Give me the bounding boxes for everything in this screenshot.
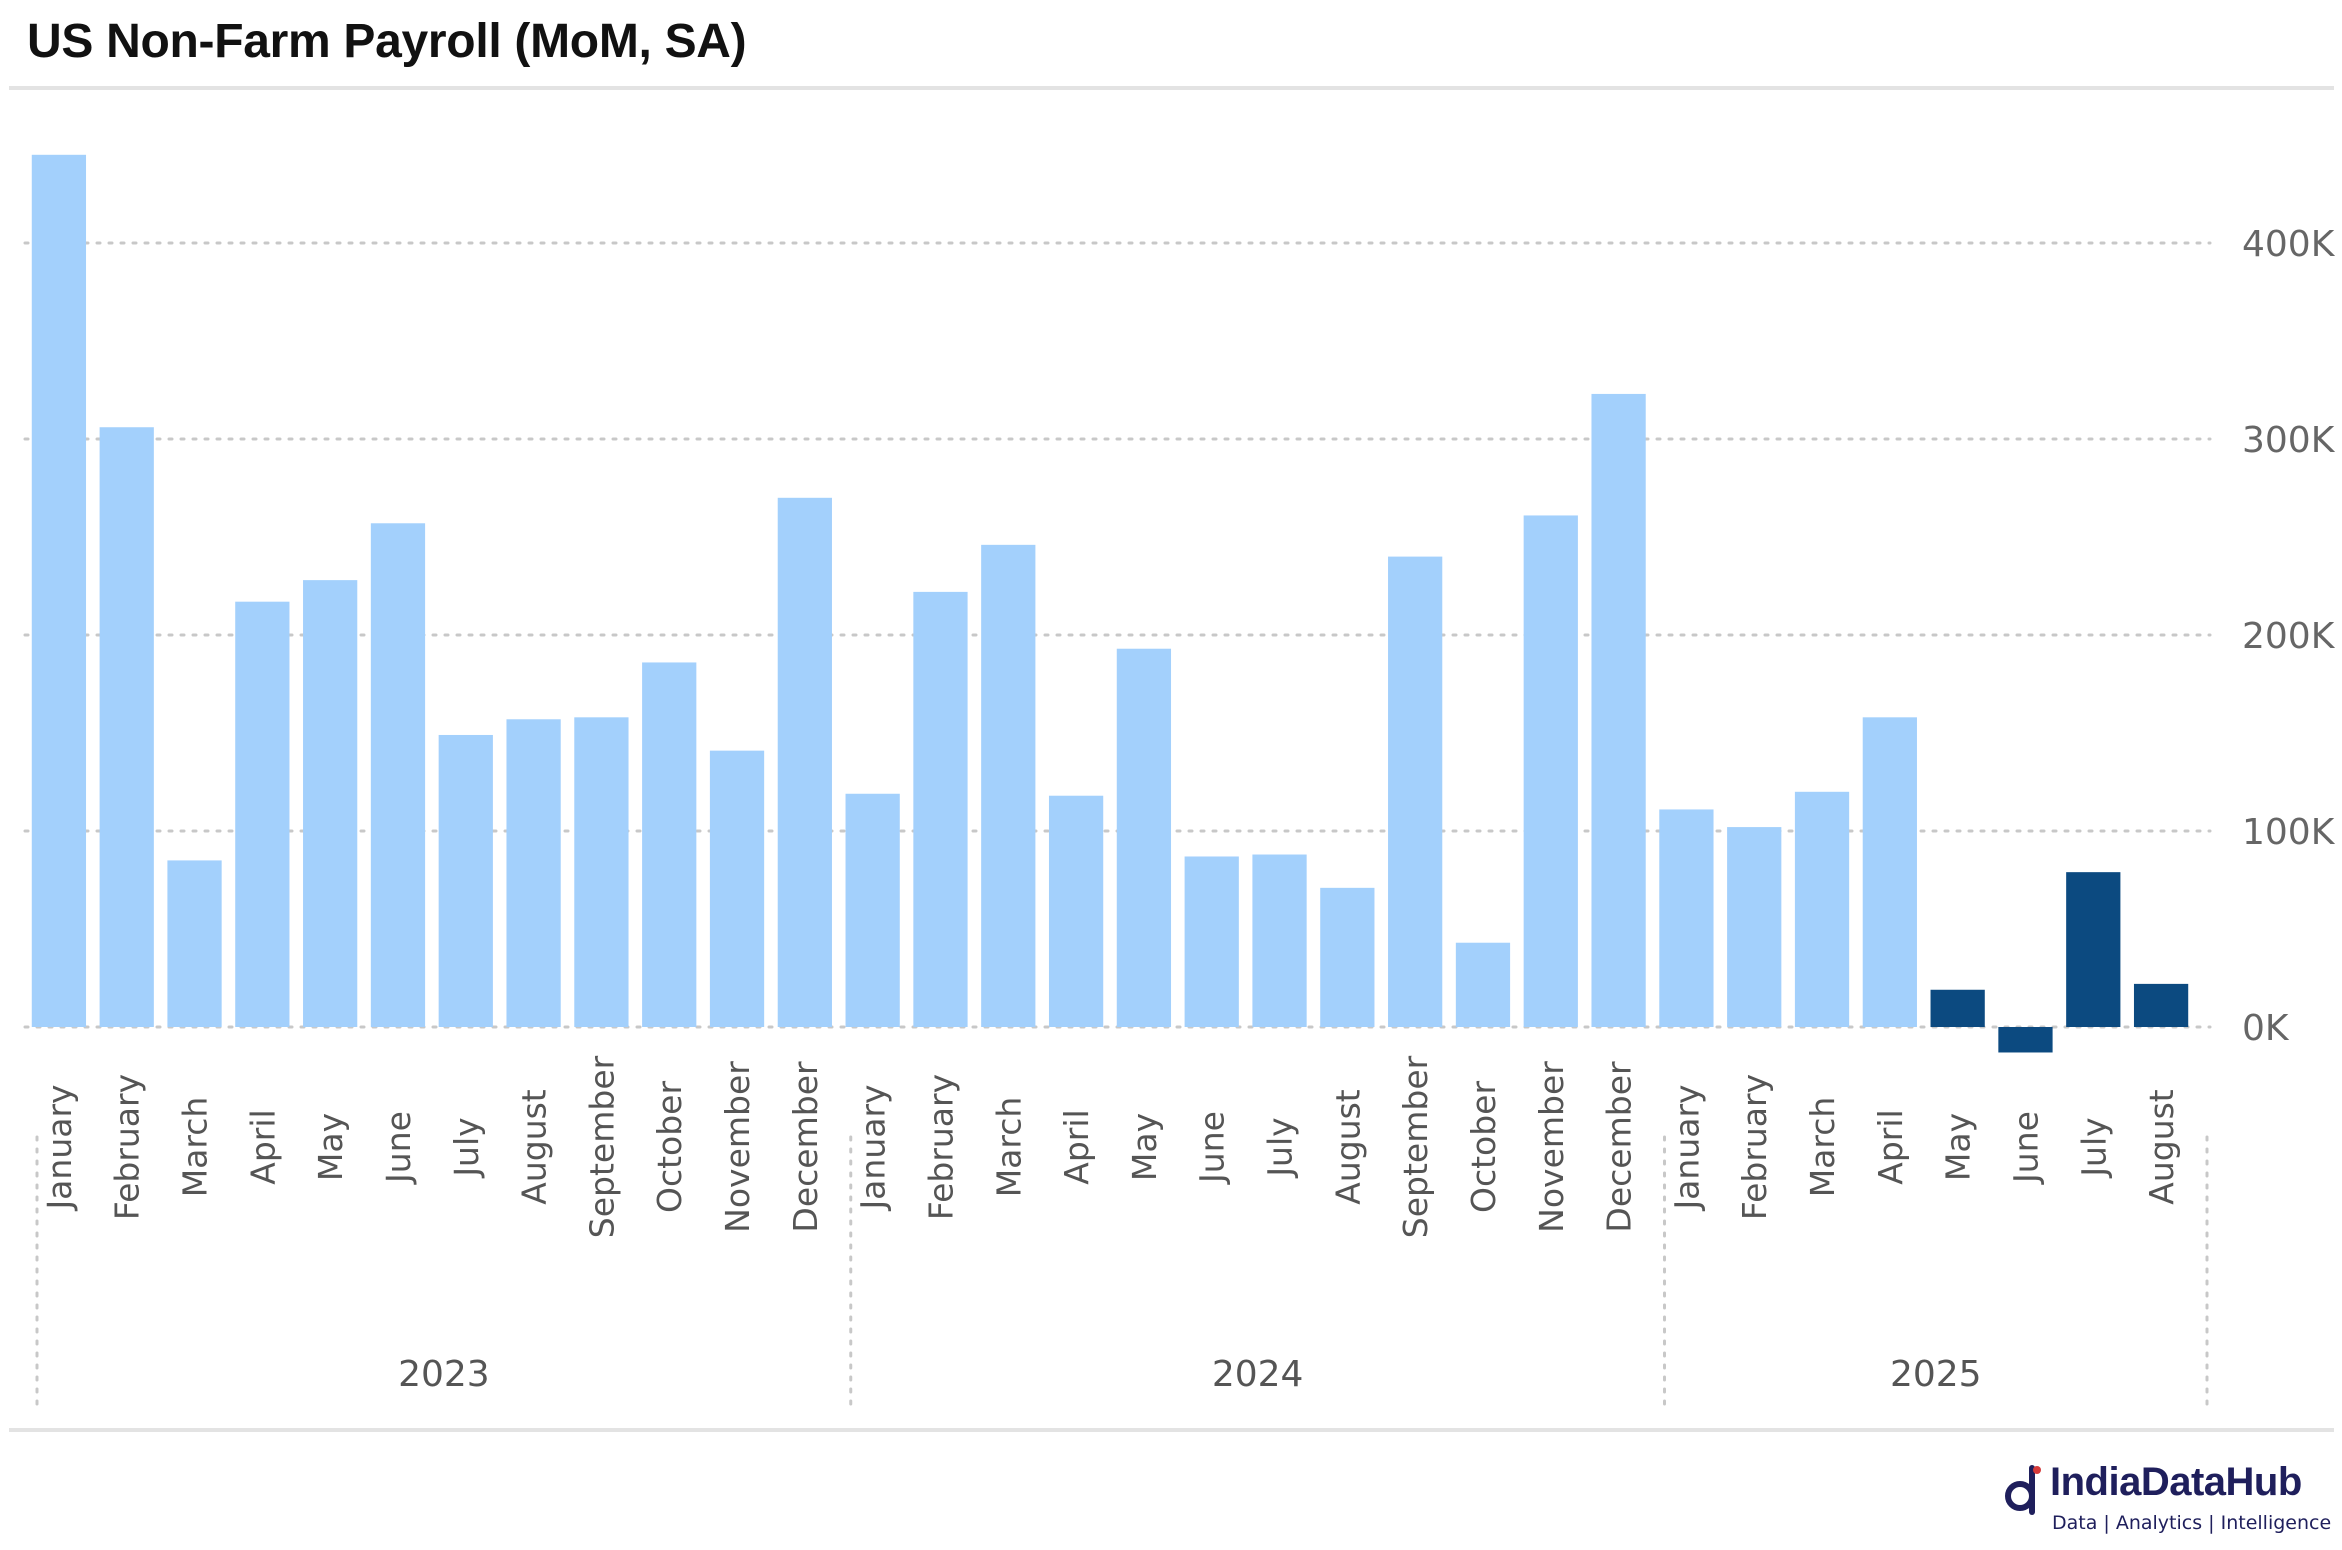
x-axis-labels: January February March April May June July Augu…: [40, 1055, 2181, 1238]
bar: [303, 580, 358, 1027]
bar: [1455, 942, 1511, 1027]
title-divider: [9, 86, 2334, 90]
bar: [1591, 393, 1646, 1027]
y-tick-label: 0K: [2242, 1008, 2290, 1049]
y-tick-label: 200K: [2242, 616, 2336, 657]
x-tick-label: August: [1328, 1089, 1367, 1205]
bar: [31, 154, 87, 1028]
x-tick-label: June: [1193, 1111, 1232, 1185]
x-tick-label: March: [176, 1097, 215, 1198]
bar: [235, 601, 290, 1027]
brand-mark-icon: [2005, 1465, 2041, 1515]
x-tick-label: April: [1871, 1109, 1910, 1184]
x-tick-label: May: [1939, 1113, 1978, 1181]
bar: [370, 523, 426, 1027]
bar: [1048, 795, 1104, 1027]
y-tick-label: 100K: [2242, 812, 2336, 853]
bar: [1659, 809, 1714, 1027]
footer-divider: [9, 1428, 2334, 1432]
bar: [1320, 887, 1375, 1027]
bar: [981, 544, 1036, 1027]
x-tick-label: May: [1125, 1113, 1164, 1181]
bar: [913, 591, 968, 1027]
bar: [709, 750, 765, 1027]
x-tick-label: February: [921, 1074, 960, 1220]
x-tick-label: November: [718, 1061, 757, 1233]
x-tick-label: March: [989, 1097, 1028, 1198]
bar: [1930, 989, 1985, 1027]
x-tick-label: January: [1667, 1084, 1706, 1211]
bar: [506, 719, 561, 1027]
bar: [1116, 648, 1172, 1027]
x-tick-label: April: [243, 1109, 282, 1184]
x-tick-label: April: [1057, 1109, 1096, 1184]
x-tick-label: February: [1735, 1074, 1774, 1220]
bar: [99, 427, 154, 1027]
x-tick-label: November: [1532, 1061, 1571, 1233]
year-label: 2023: [398, 1354, 490, 1395]
bar: [642, 662, 697, 1027]
x-tick-label: May: [311, 1113, 350, 1181]
year-label: 2024: [1212, 1354, 1304, 1395]
bar: [1523, 515, 1578, 1027]
bar: [438, 734, 493, 1027]
x-tick-label: March: [1803, 1097, 1842, 1198]
x-tick-label: December: [1600, 1061, 1639, 1233]
brand-logo: IndiaDataHub Data | Analytics | Intellig…: [2004, 1460, 2334, 1540]
bar-chart: 0K 100K 200K 300K 400K January February March A…: [23, 154, 2336, 1412]
bar: [845, 793, 900, 1027]
x-tick-label: July: [447, 1117, 486, 1178]
x-tick-label: June: [2006, 1111, 2045, 1185]
x-tick-label: September: [582, 1055, 621, 1238]
year-label: 2025: [1890, 1354, 1982, 1395]
x-tick-label: August: [515, 1089, 554, 1205]
y-axis-labels: 0K 100K 200K 300K 400K: [2242, 224, 2336, 1049]
bar: [1727, 827, 1782, 1027]
brand-name: IndiaDataHub: [2050, 1460, 2302, 1504]
x-tick-label: June: [379, 1111, 418, 1185]
bar: [574, 717, 629, 1027]
bar: [2066, 872, 2121, 1027]
x-tick-label: December: [786, 1061, 825, 1233]
x-tick-label: July: [1261, 1117, 1300, 1178]
bar: [777, 497, 832, 1027]
x-tick-label: September: [1396, 1055, 1435, 1238]
x-tick-label: January: [40, 1084, 79, 1211]
x-tick-label: October: [1464, 1081, 1503, 1213]
bar: [1862, 717, 1917, 1027]
y-tick-label: 300K: [2242, 420, 2336, 461]
bar: [1184, 856, 1239, 1027]
year-groups: 2023 2024 2025: [35, 1135, 2209, 1412]
bar: [2133, 983, 2189, 1027]
y-tick-label: 400K: [2242, 224, 2336, 265]
x-tick-label: July: [2074, 1117, 2113, 1178]
x-tick-label: February: [108, 1074, 147, 1220]
x-tick-label: August: [2142, 1089, 2181, 1205]
brand-tagline: Data | Analytics | Intelligence: [2052, 1512, 2332, 1534]
x-tick-label: January: [854, 1084, 893, 1211]
bar: [1388, 556, 1443, 1027]
bar: [1252, 854, 1307, 1027]
bars: [31, 154, 2189, 1053]
chart-title: US Non-Farm Payroll (MoM, SA): [27, 15, 747, 68]
bar: [1998, 1027, 2053, 1053]
bar: [167, 860, 222, 1027]
bar: [1794, 791, 1850, 1027]
x-tick-label: October: [650, 1081, 689, 1213]
